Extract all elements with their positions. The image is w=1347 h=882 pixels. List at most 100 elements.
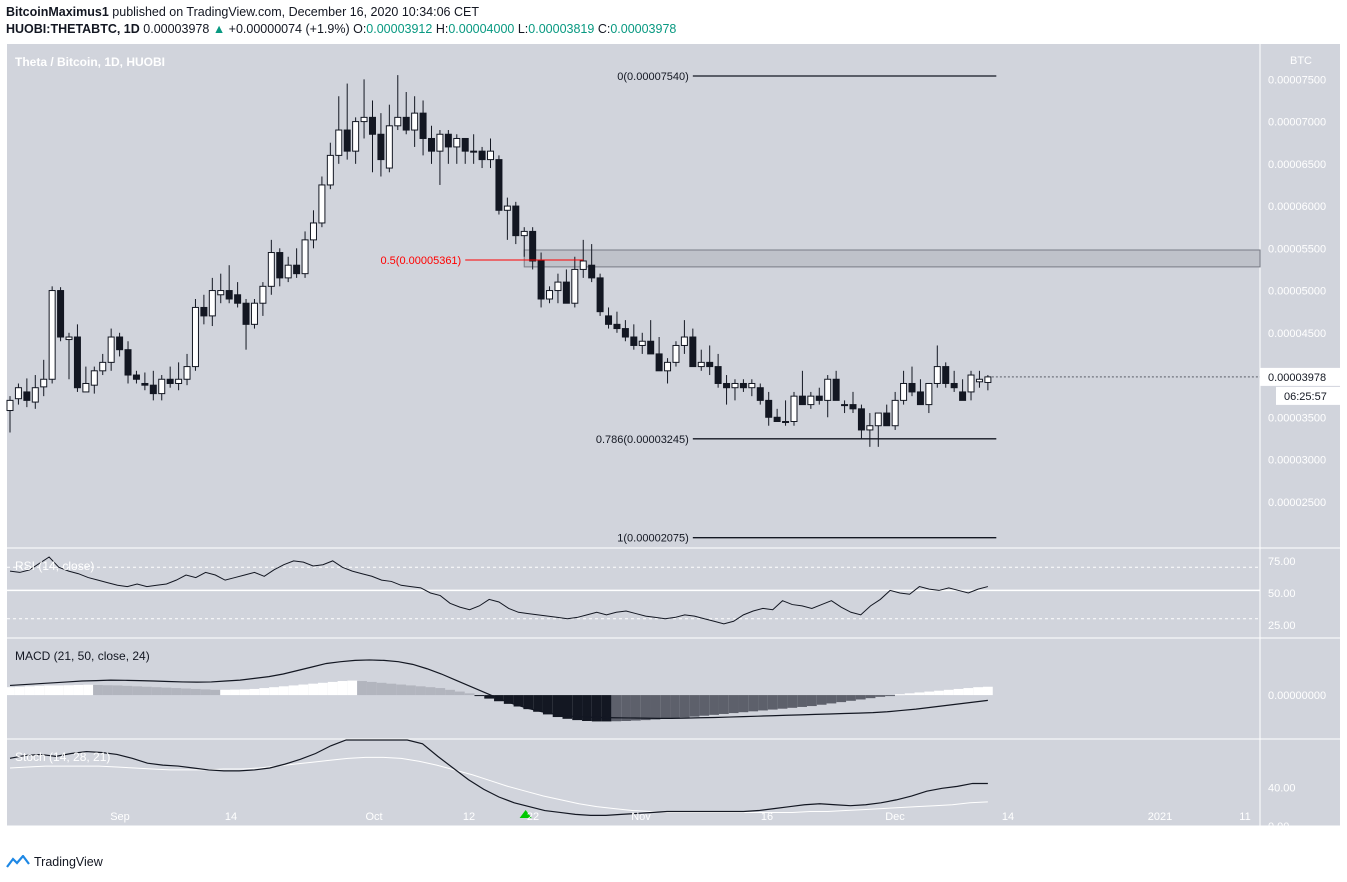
candle [529, 230, 537, 262]
candle [141, 382, 149, 386]
candle [723, 382, 731, 389]
macd-bar [894, 694, 905, 696]
candle [335, 129, 343, 156]
candle [630, 336, 638, 346]
macd-bar [298, 684, 309, 696]
candle [183, 366, 191, 380]
macd-bar [415, 686, 426, 696]
time-tick-label: Sep [110, 811, 130, 823]
candle [680, 336, 688, 346]
chart-title: Theta / Bitcoin, 1D, HUOBI [15, 55, 165, 69]
macd-bar [93, 684, 103, 696]
macd-bar [435, 688, 446, 696]
macd-bar [591, 695, 602, 722]
macd-bar [132, 686, 143, 696]
rsi-tick-label: 50.00 [1268, 588, 1296, 600]
macd-bar [855, 695, 866, 700]
chart-canvas[interactable]: Theta / Bitcoin, 1D, HUOBI BTC 0.00007500 0… [0, 44, 1347, 844]
macd-bar [151, 687, 162, 696]
macd-histogram [5, 680, 993, 722]
macd-bar [14, 686, 25, 696]
close-label: C: [597, 22, 611, 36]
candle [73, 336, 81, 389]
candle [984, 376, 992, 383]
macd-bar [914, 692, 925, 696]
macd-bar [826, 695, 837, 704]
candle [596, 277, 604, 313]
candle [714, 366, 722, 384]
macd-bar [376, 682, 387, 696]
candle [798, 395, 806, 406]
macd-bar [63, 685, 74, 696]
candle [343, 129, 351, 152]
resistance-zone [523, 249, 1261, 268]
candle [765, 399, 773, 418]
time-tick-label: 12 [463, 811, 475, 823]
macd-bar [679, 695, 690, 718]
open-value: 0.00003912 [366, 22, 433, 36]
candle [250, 302, 258, 325]
bullish-cross-marker-icon [519, 810, 532, 818]
candle [276, 252, 284, 279]
macd-bar [396, 684, 407, 696]
candle [579, 260, 587, 270]
candle [959, 391, 967, 401]
macd-bar [748, 695, 759, 712]
price-tick-label: 0.00006000 [1268, 201, 1326, 213]
last-price: 0.00003978 [143, 22, 210, 36]
macd-bar [357, 681, 367, 696]
published-text: published on TradingView.com, December 1… [112, 5, 479, 19]
candle [411, 112, 419, 131]
candle [368, 116, 376, 135]
candle [571, 268, 579, 304]
candle [891, 399, 899, 427]
macd-bar [386, 683, 397, 696]
candle [874, 412, 882, 427]
last-price-tag [1260, 367, 1340, 386]
candle [605, 315, 613, 325]
candle [495, 159, 503, 211]
tradingview-logo-icon [6, 855, 30, 868]
macd-bar [943, 689, 954, 696]
candle [756, 387, 764, 401]
candle [14, 387, 22, 400]
ohlc-line: HUOBI:THETABTC, 1D 0.00003978 ▲ +0.00000… [6, 21, 676, 38]
macd-bar [953, 688, 964, 696]
macd-bar [552, 695, 563, 718]
publisher-name[interactable]: BitcoinMaximus1 [6, 5, 109, 19]
candle [107, 336, 115, 363]
last-price-tag-label: 0.00003978 [1268, 372, 1326, 384]
candle [225, 290, 233, 300]
macd-bar [406, 685, 416, 696]
candle [377, 133, 385, 161]
macd-bar [161, 687, 172, 696]
price-tick-label: 0.00003000 [1268, 455, 1326, 467]
candle [588, 264, 596, 279]
candle [360, 116, 368, 123]
up-arrow-icon: ▲ [212, 22, 226, 36]
stoch-k-line [9, 739, 988, 816]
rsi-tick-label: 75.00 [1268, 556, 1296, 568]
candle [697, 361, 705, 368]
time-tick-label: 11 [1239, 811, 1250, 823]
candle [824, 378, 832, 401]
high-label: H: [435, 22, 449, 36]
candle [124, 349, 132, 376]
candles [6, 75, 992, 447]
macd-bar [220, 689, 231, 696]
macd-bar [846, 695, 856, 701]
candle [453, 137, 461, 148]
macd-bar [200, 689, 211, 696]
candle [293, 264, 301, 275]
macd-bar [230, 689, 240, 696]
macd-bar [327, 681, 338, 696]
candle [116, 336, 124, 351]
macd-bar [239, 689, 250, 696]
macd-bar [787, 695, 798, 708]
currency-label: BTC [1290, 55, 1312, 67]
candle [503, 205, 511, 211]
macd-bar [865, 695, 876, 699]
price-tick-label: 0.00005000 [1268, 286, 1326, 298]
macd-bar [523, 695, 534, 710]
candle [57, 290, 65, 338]
